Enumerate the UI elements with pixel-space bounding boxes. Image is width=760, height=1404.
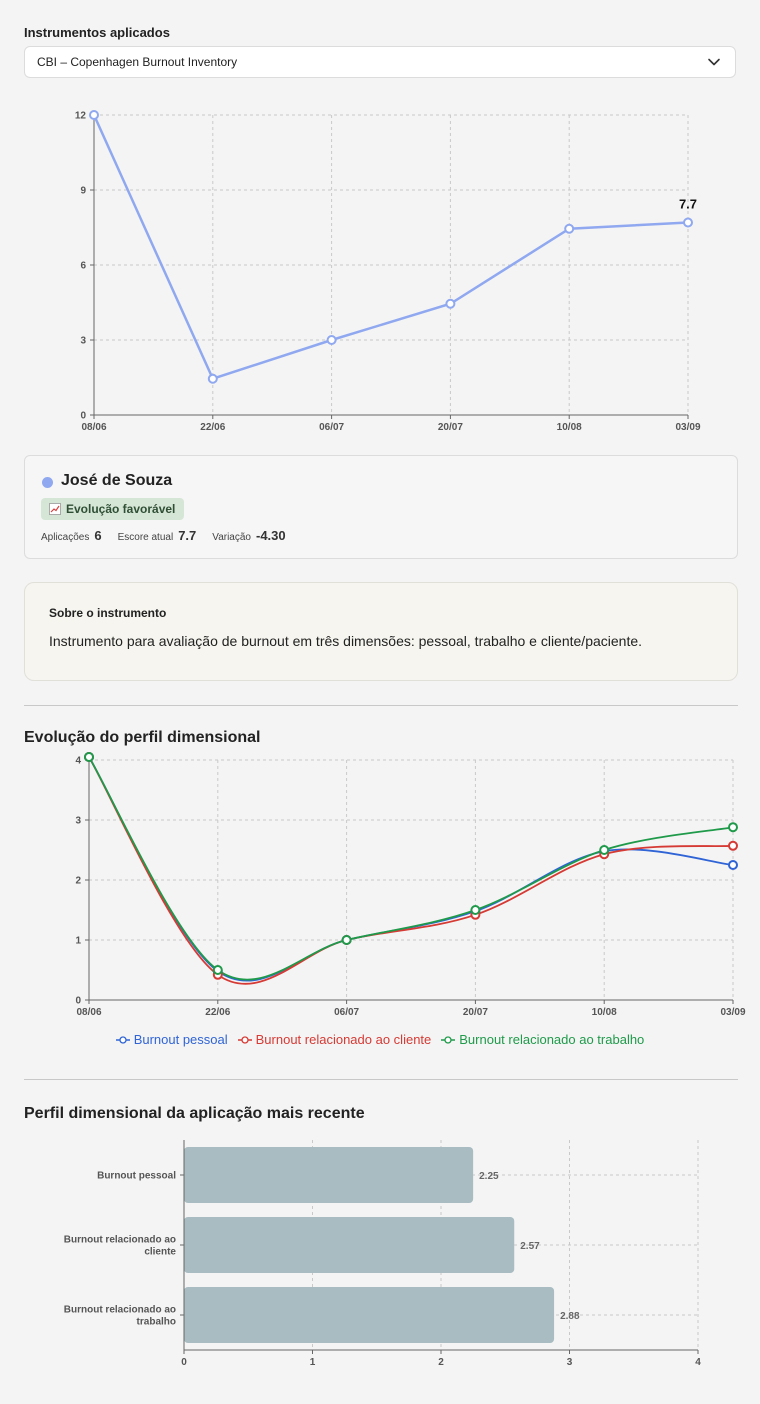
trend-chart-icon	[49, 503, 61, 515]
x-tick-label: 22/06	[205, 1007, 230, 1018]
data-point	[599, 845, 610, 855]
y-tick-label: 9	[80, 186, 86, 197]
divider	[24, 1079, 738, 1080]
category-label: Burnout pessoal	[97, 1171, 176, 1182]
current-score-value: 7.7	[178, 528, 197, 543]
data-point	[341, 935, 352, 945]
data-point	[84, 752, 94, 762]
bar	[184, 1147, 474, 1203]
bar-value-label: 2.57	[520, 1241, 540, 1252]
series-line	[88, 756, 734, 982]
legend-label: Burnout relacionado ao cliente	[255, 1032, 432, 1047]
y-tick-label: 3	[80, 336, 86, 347]
data-point	[445, 298, 456, 309]
category-label: Burnout relacionado ao	[64, 1305, 176, 1316]
series-line	[92, 114, 689, 381]
score-line-chart: 0 3 6 9 12 08/06 22/06 06/07 20/07 10/08 03/09 7.7	[75, 110, 701, 433]
instrument-select[interactable]: CBI – Copenhagen Burnout Inventory	[24, 46, 736, 78]
chart-legend: Burnout pessoal Burnout relacionado ao cl…	[0, 1032, 760, 1047]
legend-marker-icon	[441, 1035, 456, 1044]
y-tick-label: 0	[75, 996, 81, 1007]
current-score-label: Escore atual	[117, 532, 174, 543]
y-tick-label: 3	[75, 816, 81, 827]
variation-label: Variação	[212, 532, 251, 543]
legend-item[interactable]: Burnout pessoal	[115, 1032, 228, 1047]
data-point	[683, 217, 693, 228]
x-tick-label: 1	[310, 1357, 316, 1368]
y-tick-label: 4	[75, 756, 81, 767]
y-tick-label: 2	[75, 876, 81, 887]
about-text: Instrumento para avaliação de burnout em…	[49, 633, 643, 649]
data-point	[728, 860, 738, 870]
category-label: cliente	[144, 1247, 176, 1258]
data-point	[728, 840, 738, 851]
status-badge-label: Evolução favorável	[66, 502, 176, 516]
evolution-section-title: Evolução do perfil dimensional	[24, 729, 261, 746]
divider	[24, 705, 738, 706]
x-tick-label: 10/08	[557, 422, 582, 433]
x-tick-label: 2	[438, 1357, 444, 1368]
category-label: Burnout relacionado ao	[64, 1235, 176, 1246]
data-point	[207, 373, 218, 384]
chevron-down-icon[interactable]	[707, 55, 721, 69]
patient-stats: Aplicações 6 Escore atual 7.7 Variação -…	[41, 528, 302, 543]
variation-value: -4.30	[256, 528, 286, 543]
legend-item[interactable]: Burnout relacionado ao trabalho	[441, 1032, 644, 1047]
y-tick-label: 1	[75, 936, 81, 947]
bar-value-label: 2.25	[479, 1171, 499, 1182]
data-point	[212, 965, 223, 975]
data-point	[89, 110, 99, 120]
x-tick-label: 3	[567, 1357, 573, 1368]
bar	[184, 1287, 555, 1343]
applications-label: Aplicações	[41, 532, 90, 543]
recent-profile-bar-chart: 0 1 2 3 4 2.25 Burnout pessoal 2.57 Burnout rela…	[64, 1140, 701, 1368]
dimension-evolution-chart: 0 1 2 3 4 08/06 22/06 06/07 20/07 10/08 03/09	[75, 752, 746, 1018]
patient-color-dot	[42, 477, 53, 488]
x-tick-label: 03/09	[720, 1007, 745, 1018]
x-tick-label: 08/06	[76, 1007, 101, 1018]
status-badge: Evolução favorável	[41, 498, 185, 520]
data-point	[326, 335, 337, 345]
series-line	[88, 756, 734, 981]
x-tick-label: 0	[181, 1357, 187, 1368]
instruments-label: Instrumentos aplicados	[24, 25, 170, 40]
y-tick-label: 6	[80, 261, 86, 272]
data-point	[470, 905, 481, 915]
x-tick-label: 20/07	[438, 422, 463, 433]
patient-card: José de Souza Evolução favorável Aplicaç…	[24, 455, 738, 559]
x-tick-label: 06/07	[319, 422, 344, 433]
legend-item[interactable]: Burnout relacionado ao cliente	[237, 1032, 432, 1047]
bar-value-label: 2.88	[560, 1311, 580, 1322]
x-tick-label: 03/09	[675, 422, 700, 433]
about-instrument-box: Sobre o instrumento Instrumento para ava…	[24, 582, 738, 681]
x-tick-label: 4	[695, 1357, 701, 1368]
about-title: Sobre o instrumento	[49, 606, 167, 620]
x-tick-label: 22/06	[200, 422, 225, 433]
bar	[184, 1217, 515, 1273]
series-line	[88, 756, 734, 985]
patient-name: José de Souza	[61, 472, 173, 489]
data-point	[564, 223, 575, 234]
instrument-select-value: CBI – Copenhagen Burnout Inventory	[37, 55, 238, 69]
legend-label: Burnout pessoal	[133, 1032, 228, 1047]
x-tick-label: 10/08	[592, 1007, 617, 1018]
y-tick-label: 12	[75, 111, 87, 122]
x-tick-label: 20/07	[463, 1007, 488, 1018]
legend-marker-icon	[237, 1035, 252, 1044]
x-tick-label: 08/06	[81, 422, 106, 433]
legend-label: Burnout relacionado ao trabalho	[459, 1032, 645, 1047]
data-point	[728, 822, 738, 833]
applications-value: 6	[94, 528, 102, 543]
last-value-label: 7.7	[679, 197, 697, 212]
x-tick-label: 06/07	[334, 1007, 359, 1018]
y-tick-label: 0	[80, 411, 86, 422]
legend-marker-icon	[115, 1035, 130, 1044]
recent-section-title: Perfil dimensional da aplicação mais rec…	[24, 1105, 365, 1122]
category-label: trabalho	[137, 1317, 176, 1328]
